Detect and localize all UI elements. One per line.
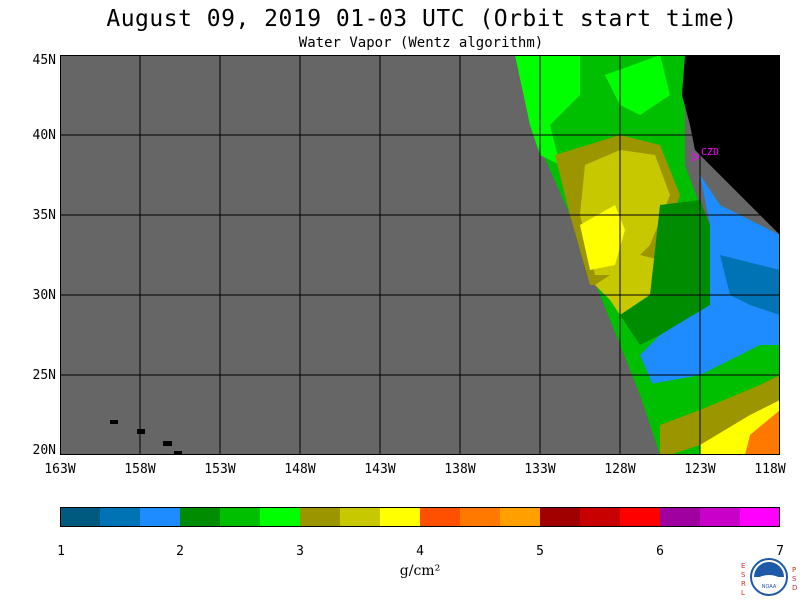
logo-letter-e: E: [741, 562, 745, 570]
lat-label-40n: 40N: [32, 128, 56, 143]
logo-letter-l: L: [741, 589, 745, 597]
colorbar-swatch: [460, 507, 501, 527]
map-title: August 09, 2019 01-03 UTC (Orbit start t…: [106, 6, 738, 32]
lon-label-138w: 138W: [444, 462, 476, 477]
colorbar-swatch: [180, 507, 221, 527]
vapor-band-olive-lower: [660, 375, 780, 455]
lon-label-163w: 163W: [44, 462, 76, 477]
lat-label-35n: 35N: [32, 208, 56, 223]
lat-label-30n: 30N: [32, 288, 56, 303]
lat-label-25n: 25N: [32, 368, 56, 383]
vapor-band-bright-green-2: [605, 55, 670, 115]
map-subtitle: Water Vapor (Wentz algorithm): [298, 35, 544, 51]
colorbar-swatch: [420, 507, 461, 527]
vapor-band-orange: [745, 410, 780, 455]
island-kauai: [110, 420, 118, 424]
logo-letter-d: D: [792, 584, 797, 592]
land-mass: [682, 55, 780, 235]
colorbar-swatch: [100, 507, 141, 527]
colorbar-swatch: [340, 507, 381, 527]
vapor-band-dark-blue: [720, 255, 780, 315]
island-maui: [163, 441, 172, 446]
vapor-band-bright-green: [515, 55, 580, 165]
lon-label-158w: 158W: [124, 462, 156, 477]
colorbar-tick-1: 1: [57, 544, 65, 559]
colorbar-swatch: [500, 507, 541, 527]
logo-letter-s2: S: [792, 575, 797, 583]
vapor-band-green-lower: [645, 345, 780, 425]
colorbar-swatch: [260, 507, 301, 527]
colorbar-swatch: [740, 507, 780, 527]
colorbar-canvas: [60, 507, 780, 527]
logo-letter-r: R: [741, 580, 746, 588]
station-label: CZD: [701, 147, 719, 158]
colorbar-units: g/cm²: [399, 563, 441, 579]
logo-letter-p: P: [792, 566, 796, 574]
lon-label-133w: 133W: [524, 462, 556, 477]
lon-label-148w: 148W: [284, 462, 316, 477]
colorbar-tick-4: 4: [416, 544, 424, 559]
colorbar-swatch: [700, 507, 741, 527]
vapor-band-yellow: [580, 205, 625, 270]
water-vapor-map: CZD: [60, 55, 780, 455]
colorbar-tick-5: 5: [536, 544, 544, 559]
colorbar-swatch: [60, 507, 101, 527]
island-hawaii: [174, 451, 182, 455]
colorbar-swatch: [140, 507, 181, 527]
colorbar-border: [60, 507, 780, 527]
colorbar-swatch: [580, 507, 621, 527]
grid-lines: [60, 55, 780, 455]
vapor-band-blue: [640, 175, 780, 405]
vapor-band-olive-south: [595, 255, 660, 315]
noaa-logo-icon: NOAA E S R L P S D: [741, 558, 797, 597]
logo-center-text: NOAA: [762, 584, 777, 590]
lon-label-123w: 123W: [684, 462, 716, 477]
lon-label-153w: 153W: [204, 462, 236, 477]
lat-label-20n: 20N: [32, 443, 56, 458]
colorbar-tick-6: 6: [656, 544, 664, 559]
colorbar-swatch: [660, 507, 701, 527]
lon-label-118w: 118W: [754, 462, 786, 477]
logo-letter-s: S: [741, 571, 746, 579]
colorbar-tick-2: 2: [176, 544, 184, 559]
island-oahu: [137, 429, 145, 434]
colorbar-swatch: [620, 507, 661, 527]
lon-label-128w: 128W: [604, 462, 636, 477]
vapor-band-green-south: [620, 200, 710, 345]
colorbar-swatch: [300, 507, 341, 527]
colorbar: [60, 507, 780, 527]
noaa-esrl-psd-logo: NOAA E S R L P S D: [738, 555, 800, 600]
map-border: [60, 55, 780, 455]
map-canvas: CZD: [60, 55, 780, 455]
colorbar-tick-7: 7: [776, 544, 784, 559]
colorbar-swatch: [540, 507, 581, 527]
lon-label-143w: 143W: [364, 462, 396, 477]
colorbar-tick-3: 3: [296, 544, 304, 559]
colorbar-swatch: [220, 507, 261, 527]
station-marker-icon: [692, 152, 700, 162]
lat-label-45n: 45N: [32, 53, 56, 68]
colorbar-swatch: [380, 507, 421, 527]
